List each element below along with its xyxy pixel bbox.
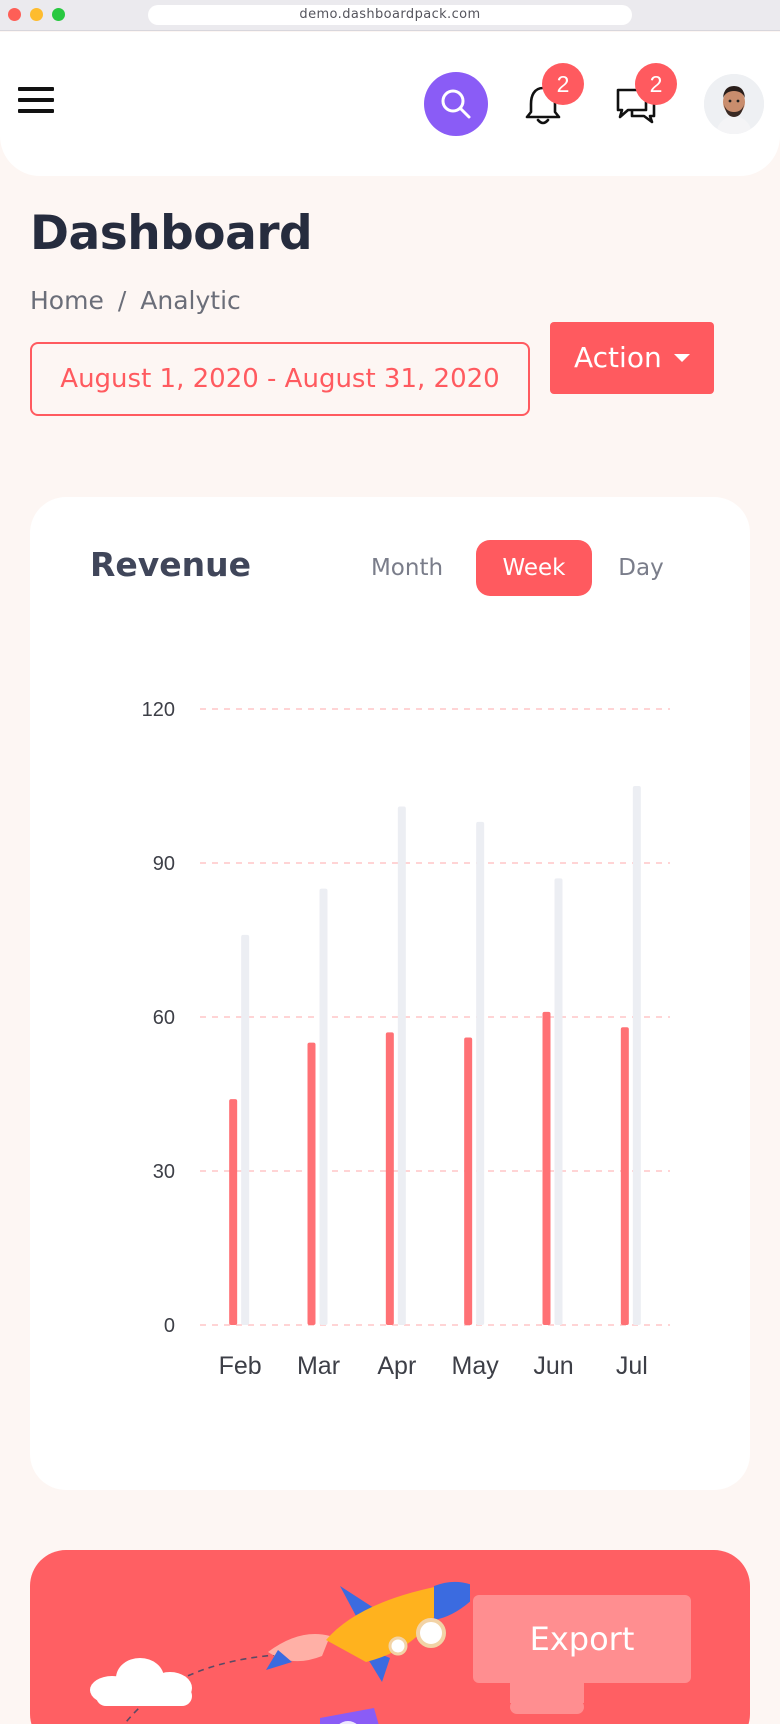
bar-secondary	[397, 806, 406, 1325]
message-badge: 2	[635, 63, 677, 105]
y-tick-label: 90	[153, 853, 175, 875]
y-tick-label: 120	[142, 699, 175, 721]
breadcrumb-current: Analytic	[140, 286, 241, 315]
window-minimize-button[interactable]	[30, 8, 43, 21]
monitor-stand	[510, 1683, 584, 1703]
x-tick-label: Feb	[219, 1352, 262, 1380]
bar-primary	[229, 1099, 238, 1325]
user-avatar[interactable]	[704, 74, 764, 134]
bar-secondary	[319, 888, 328, 1325]
promo-card: Export	[30, 1550, 750, 1724]
card-title: Revenue	[90, 545, 252, 584]
bar-primary	[307, 1042, 316, 1325]
browser-chrome: demo.dashboardpack.com	[0, 0, 780, 31]
y-tick-label: 0	[164, 1315, 175, 1337]
date-range-picker[interactable]: August 1, 2020 - August 31, 2020	[30, 342, 530, 416]
window-close-button[interactable]	[8, 8, 21, 21]
address-bar[interactable]: demo.dashboardpack.com	[148, 5, 632, 25]
action-dropdown-button[interactable]: Action	[550, 322, 714, 394]
export-button[interactable]: Export	[473, 1595, 691, 1683]
caret-down-icon	[674, 354, 690, 362]
bar-primary	[542, 1011, 551, 1325]
x-tick-label: Mar	[297, 1352, 340, 1380]
action-label: Action	[574, 341, 662, 374]
page-title: Dashboard	[30, 206, 313, 261]
bar-primary	[620, 1027, 629, 1325]
bar-secondary	[632, 786, 641, 1325]
revenue-card: Revenue Month Week Day 0 30 60 90 120 Feb Mar A…	[30, 497, 750, 1490]
monitor-base	[510, 1700, 584, 1714]
search-icon	[441, 89, 471, 119]
search-button[interactable]	[424, 72, 488, 136]
tab-month[interactable]: Month	[370, 555, 444, 581]
menu-icon[interactable]	[18, 85, 54, 115]
tab-day[interactable]: Day	[618, 555, 664, 581]
tab-week[interactable]: Week	[476, 540, 592, 596]
bar-primary	[464, 1037, 473, 1325]
x-tick-label: May	[452, 1352, 500, 1380]
rocket-illustration	[90, 1581, 470, 1724]
x-tick-label: Jul	[616, 1352, 648, 1380]
breadcrumb-separator: /	[117, 286, 127, 315]
y-tick-label: 30	[153, 1161, 175, 1183]
revenue-chart: 0 30 60 90 120 Feb Mar Apr May Jun Jul	[142, 699, 670, 1380]
notification-badge: 2	[542, 63, 584, 105]
window-maximize-button[interactable]	[52, 8, 65, 21]
breadcrumb: Home / Analytic	[30, 286, 241, 315]
y-tick-label: 60	[153, 1007, 175, 1029]
bar-secondary	[241, 934, 250, 1325]
breadcrumb-home[interactable]: Home	[30, 286, 104, 315]
x-tick-label: Apr	[377, 1352, 416, 1380]
app-header: 2 2	[0, 32, 780, 176]
bar-secondary	[554, 878, 563, 1325]
bar-primary	[385, 1032, 394, 1325]
bar-secondary	[476, 821, 485, 1325]
x-tick-label: Jun	[533, 1352, 573, 1380]
